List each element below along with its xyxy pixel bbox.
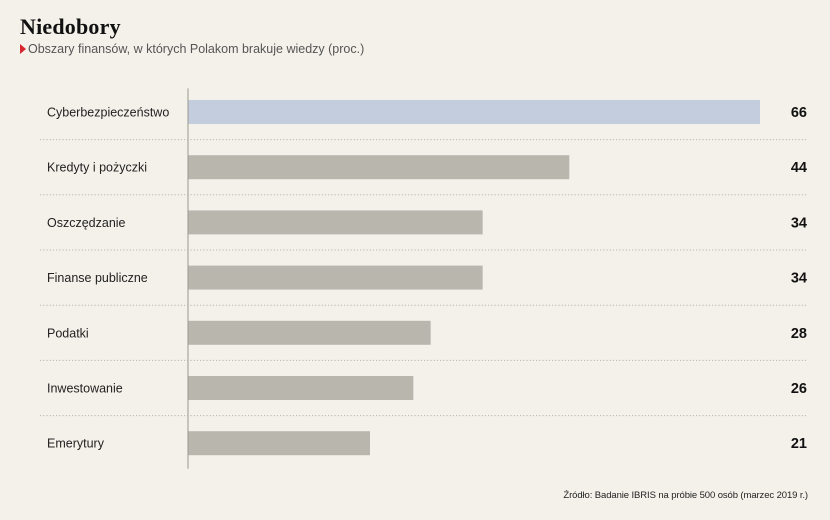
bar bbox=[188, 155, 570, 180]
value-label: 26 bbox=[791, 381, 807, 397]
value-label: 28 bbox=[791, 326, 807, 342]
category-label: Podatki bbox=[47, 326, 89, 340]
triangle-marker-icon bbox=[20, 44, 26, 54]
category-label: Cyberbezpieczeństwo bbox=[47, 106, 169, 120]
value-label: 34 bbox=[791, 271, 807, 287]
value-label: 66 bbox=[791, 105, 807, 121]
category-label: Inwestowanie bbox=[47, 382, 123, 396]
value-label: 34 bbox=[791, 215, 807, 231]
value-label: 44 bbox=[791, 160, 807, 176]
bar bbox=[188, 210, 483, 235]
chart-subtitle-text: Obszary finansów, w których Polakom brak… bbox=[28, 42, 365, 56]
chart-subtitle: Obszary finansów, w których Polakom brak… bbox=[20, 42, 364, 56]
category-label: Oszczędzanie bbox=[47, 216, 126, 230]
bar-chart: Cyberbezpieczeństwo 66 Kredyty i pożyczki 4… bbox=[40, 88, 808, 469]
category-label: Finanse publiczne bbox=[47, 271, 148, 285]
source-note: Źródło: Badanie IBRIS na próbie 500 osób… bbox=[563, 490, 808, 501]
bar bbox=[188, 376, 414, 400]
chart-title: Niedobory bbox=[20, 14, 121, 39]
category-label: Kredyty i pożyczki bbox=[47, 161, 147, 175]
category-label: Emerytury bbox=[47, 437, 105, 451]
bar bbox=[188, 431, 370, 456]
bar bbox=[188, 265, 483, 290]
value-label: 21 bbox=[791, 436, 807, 452]
bar bbox=[188, 320, 431, 345]
bar bbox=[188, 100, 760, 124]
